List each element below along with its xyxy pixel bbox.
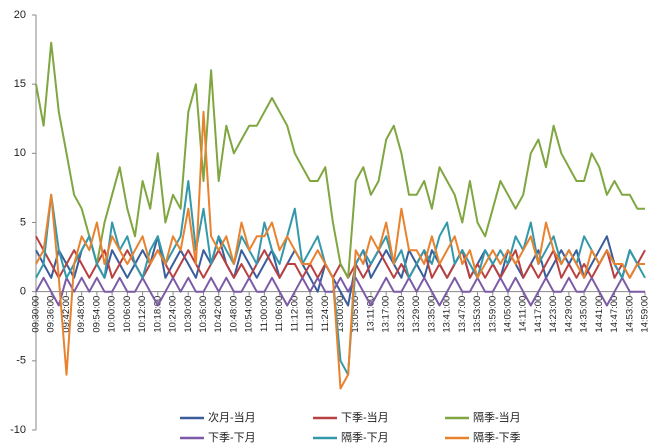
x-tick-label: 11:18:00: [305, 296, 316, 332]
x-tick-label: 13:11:00: [365, 296, 376, 332]
y-tick-label: 15: [14, 78, 26, 90]
x-tick-label: 10:54:00: [244, 296, 255, 333]
x-tick-label: 14:23:00: [548, 296, 559, 333]
x-tick-label: 10:00:00: [107, 296, 118, 333]
x-tick-label: 09:54:00: [91, 296, 102, 333]
x-tick-label: 14:47:00: [609, 296, 620, 333]
x-tick-label: 14:05:00: [502, 296, 513, 333]
y-tick-label: 5: [20, 216, 26, 228]
x-tick-label: 13:29:00: [411, 296, 422, 333]
x-tick-label: 14:53:00: [624, 296, 635, 333]
x-tick-label: 11:00:00: [259, 296, 270, 332]
legend-label: 隔季-当月: [473, 410, 521, 424]
x-tick-label: 13:35:00: [426, 296, 437, 333]
y-tick-label: 0: [20, 286, 26, 298]
x-tick-label: 09:48:00: [76, 296, 87, 333]
series-line: [35, 276, 645, 307]
legend-label: 下季-当月: [341, 410, 389, 424]
x-tick-label: 09:42:00: [61, 296, 72, 333]
x-tick-label: 14:17:00: [533, 296, 544, 333]
x-tick-label: 14:29:00: [563, 296, 574, 333]
x-tick-label: 13:00:00: [335, 296, 346, 333]
x-tick-label: 11:24:00: [320, 296, 331, 332]
legend-label: 隔季-下季: [473, 431, 521, 444]
y-tick-label: 20: [14, 9, 26, 21]
x-tick-label: 14:59:00: [640, 296, 648, 333]
x-tick-label: 14:35:00: [579, 296, 590, 333]
series-line: [35, 180, 646, 376]
x-tick-label: 13:47:00: [457, 296, 468, 333]
legend-label: 次月-当月: [208, 410, 256, 424]
x-tick-label: 13:41:00: [442, 296, 453, 333]
x-tick-label: 09:36:00: [46, 296, 57, 333]
x-tick-label: 14:11:00: [518, 296, 529, 332]
x-tick-label: 11:06:00: [274, 296, 285, 332]
x-tick-label: 10:18:00: [152, 296, 163, 333]
x-tick-label: 10:30:00: [183, 296, 194, 333]
x-tick-label: 11:12:00: [289, 296, 300, 332]
x-tick-label: 13:05:00: [350, 296, 361, 333]
series-line: [35, 235, 646, 279]
x-tick-label: 10:42:00: [213, 296, 224, 333]
x-tick-label: 13:53:00: [472, 296, 483, 333]
x-tick-label: 14:41:00: [594, 296, 605, 333]
series-line: [35, 110, 645, 390]
x-tick-label: 10:48:00: [228, 296, 239, 333]
y-tick-label: -10: [10, 424, 26, 436]
x-tick-label: 13:59:00: [487, 296, 498, 333]
x-tick-label: 10:06:00: [122, 296, 133, 333]
y-tick-label: 10: [14, 147, 26, 159]
x-tick-label: 10:24:00: [168, 296, 179, 333]
x-tick-label: 13:23:00: [396, 296, 407, 333]
legend-label: 下季-下月: [208, 431, 256, 444]
legend-label: 隔季-下月: [341, 431, 389, 444]
series-line: [35, 41, 645, 279]
x-tick-label: 10:12:00: [137, 296, 148, 333]
x-tick-label: 09:30:00: [31, 296, 42, 333]
y-tick-label: -5: [16, 355, 26, 367]
x-tick-label: 10:36:00: [198, 296, 209, 333]
x-tick-label: 13:17:00: [381, 296, 392, 333]
